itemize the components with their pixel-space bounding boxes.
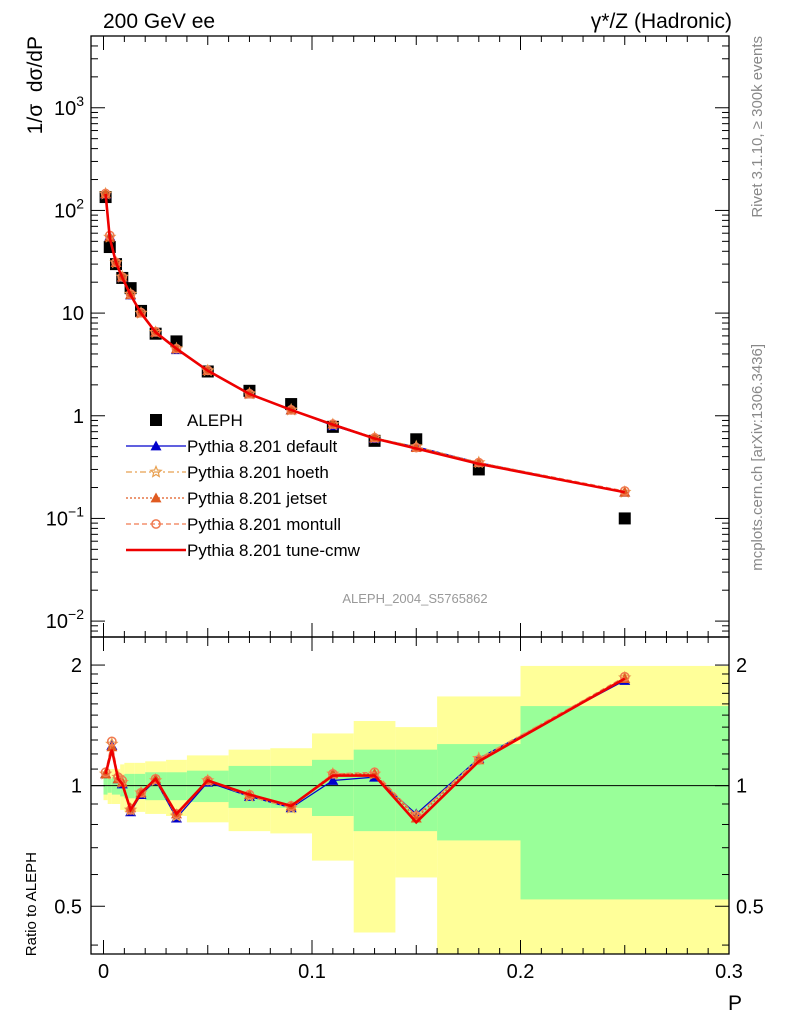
main-ytick-label: 10 [62,303,84,325]
series-line [105,678,626,819]
xtick-label: 0.3 [715,961,743,983]
data-point-circle [286,405,297,415]
ratio-ytick-label-right: 2 [736,655,747,677]
inner-band-bin [166,772,187,801]
ratio-ytick-label-right: 1 [736,776,747,798]
main-series-layer [98,186,632,525]
series-line [104,193,625,494]
legend-label: Pythia 8.201 default [187,437,338,456]
process-label: γ*/Z (Hadronic) [591,10,732,33]
data-point-circle [327,769,338,779]
data-point-square [410,433,423,446]
data-point-circle [151,519,161,529]
mcplots-label: mcplots.cern.ch [arXiv:1306.3436] [749,344,766,571]
data-point-circle [106,736,117,747]
main-ytick-label: 10−1 [46,503,84,530]
main-ytick-label: 10−2 [46,606,84,633]
series-line [104,193,625,493]
data-point-circle [117,272,128,282]
analysis-tag: ALEPH_2004_S5765862 [342,591,487,606]
legend-label: Pythia 8.201 montull [187,515,341,534]
legend: ALEPH Pythia 8.201 default Pythia 8.201 ho… [126,411,361,560]
inner-band-bin [520,706,729,900]
data-point-triangle [150,492,162,503]
ratio-ytick-label-left: 2 [71,655,82,677]
series-line [104,194,625,493]
data-point-circle [202,775,213,786]
ratio-frame [90,636,730,955]
x-axis-label: P [728,992,742,1015]
data-point-circle [171,343,182,354]
data-point-circle [202,365,213,376]
series-line [105,676,626,817]
main-ytick-label: 1 [73,406,84,428]
data-point-circle [619,671,630,682]
legend-label: Pythia 8.201 hoeth [187,463,329,482]
legend-label: Pythia 8.201 jetset [187,489,327,508]
ratio-ytick-label-right: 0.5 [736,896,764,918]
legend-label: Pythia 8.201 tune-cmw [187,541,361,560]
series-line [104,677,626,825]
inner-band-bin [228,765,271,808]
data-point-triangle [106,741,118,752]
main-ylabel: 1/σ dσ/dP [24,36,47,134]
data-point-circle [125,289,136,300]
xtick-label: 0 [98,961,109,983]
data-point-square [618,512,631,525]
data-point-circle [171,809,182,819]
data-point-triangle [150,440,162,451]
ratio-series-layer [98,670,632,825]
rivet-label: Rivet 3.1.10, ≥ 300k events [749,36,766,218]
ratio-axis-ticks: 2 2 1 1 0.5 0.5 0 0.1 0.2 0.3 [54,637,764,983]
series-line [104,193,625,493]
energy-label: 200 GeV ee [103,10,215,33]
data-point-circle [136,307,146,318]
data-point-circle [136,787,146,798]
xtick-label: 0.1 [298,961,326,983]
xtick-label: 0.2 [507,961,535,983]
main-ytick-label: 102 [54,195,84,222]
ratio-ylabel: Ratio to ALEPH [23,852,40,956]
data-point-square [170,335,183,348]
data-point-triangle [100,188,112,199]
data-point-square [150,414,162,426]
data-point-circle [244,388,255,399]
data-point-triangle [327,775,339,785]
data-point-circle [100,767,111,778]
data-point-star [149,464,163,478]
main-ytick-label: 103 [54,93,84,120]
ratio-ytick-label-left: 0.5 [54,896,82,918]
ratio-uncertainty-bands [91,665,729,954]
data-point-circle [150,773,161,784]
ratio-ytick-label-left: 1 [71,776,82,798]
data-point-circle [150,326,161,337]
legend-label: ALEPH [187,411,243,430]
